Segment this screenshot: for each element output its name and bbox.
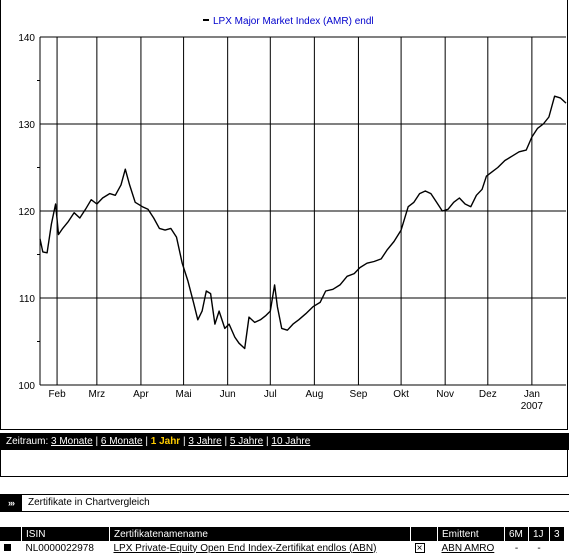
header-marker — [0, 527, 22, 541]
timeframe-option-1-jahr[interactable]: 1 Jahr — [150, 436, 181, 447]
certificates-table: ISIN Zertifikatenamename Emittent 6M 1J … — [0, 527, 565, 555]
x-tick-label: Aug — [305, 389, 323, 400]
series-color-marker — [0, 541, 22, 555]
compare-section-title: Zertifikate in Chartvergleich — [28, 497, 150, 508]
header-emittent: Emittent — [437, 527, 505, 541]
timeframe-separator: | — [142, 436, 151, 447]
x-tick-label: Okt — [393, 389, 409, 400]
timeframe-separator: | — [263, 436, 272, 447]
timeframe-bar: Zeitraum: 3 Monate | 6 Monate | 1 Jahr |… — [0, 433, 569, 450]
y-tick-label: 110 — [19, 294, 35, 305]
x-tick-label: Jan — [524, 389, 540, 400]
x-tick-label: Nov — [436, 389, 454, 400]
timeframe-option-3-monate[interactable]: 3 Monate — [51, 436, 93, 447]
chart-area: LPX Major Market Index (AMR) endl 100 110 1… — [18, 16, 567, 412]
timeframe-separator: | — [92, 436, 101, 447]
legend-label: LPX Major Market Index (AMR) endl — [213, 16, 374, 27]
timeframe-label: Zeitraum: — [6, 436, 49, 447]
x-tick-label: Jul — [264, 389, 277, 400]
name-cell: LPX Private-Equity Open End Index-Zertif… — [110, 541, 411, 555]
table-header-row: ISIN Zertifikatenamename Emittent 6M 1J … — [0, 527, 565, 541]
header-1j: 1J — [528, 527, 550, 541]
remove-cell: × — [411, 541, 438, 555]
expand-arrows-icon[interactable]: ››› — [0, 495, 22, 511]
timeframe-separator: | — [221, 436, 230, 447]
timeframe-option-3-jahre[interactable]: 3 Jahre — [188, 436, 222, 447]
table-row: NL0000022978 LPX Private-Equity Open End… — [0, 541, 564, 555]
x-tick-label: Jun — [220, 389, 236, 400]
y-tick-label: 130 — [18, 120, 35, 131]
compare-section-header: ››› Zertifikate in Chartvergleich — [0, 494, 569, 512]
perf-6m-cell: - — [514, 542, 519, 554]
perf-1j-cell: - — [537, 542, 541, 554]
chart-panel — [0, 0, 568, 430]
emittent-cell: ABN AMRO — [438, 541, 505, 555]
x-tick-label: Mai — [176, 389, 192, 400]
x-tick-label: Apr — [133, 389, 149, 400]
header-name: Zertifikatenamename — [109, 527, 411, 541]
x-tick-label: Feb — [48, 389, 66, 400]
remove-checkbox-icon[interactable]: × — [414, 542, 425, 553]
header-isin: ISIN — [21, 527, 110, 541]
header-remove — [410, 527, 438, 541]
timeframe-option-6-monate[interactable]: 6 Monate — [100, 436, 143, 447]
perf-3-cell — [550, 541, 565, 555]
timeframe-separator: | — [180, 436, 189, 447]
legend-line-icon — [203, 19, 209, 21]
empty-panel — [0, 450, 568, 477]
certificate-link[interactable]: LPX Private-Equity Open End Index-Zertif… — [113, 542, 377, 554]
year-label: 2007 — [521, 401, 544, 412]
timeframe-option-10-jahre[interactable]: 10 Jahre — [271, 436, 311, 447]
x-tick-label: Dez — [479, 389, 497, 400]
isin-cell: NL0000022978 — [25, 542, 94, 554]
emittent-link[interactable]: ABN AMRO — [441, 542, 495, 554]
y-tick-label: 120 — [18, 207, 35, 218]
square-icon — [4, 543, 11, 551]
x-tick-label: Mrz — [89, 389, 106, 400]
y-tick-label: 140 — [18, 33, 35, 44]
series-line — [39, 95, 567, 350]
y-tick-label: 100 — [18, 381, 35, 392]
header-3: 3 — [549, 527, 565, 541]
header-6m: 6M — [504, 527, 529, 541]
timeframe-option-5-jahre[interactable]: 5 Jahre — [229, 436, 264, 447]
x-tick-label: Sep — [350, 389, 368, 400]
